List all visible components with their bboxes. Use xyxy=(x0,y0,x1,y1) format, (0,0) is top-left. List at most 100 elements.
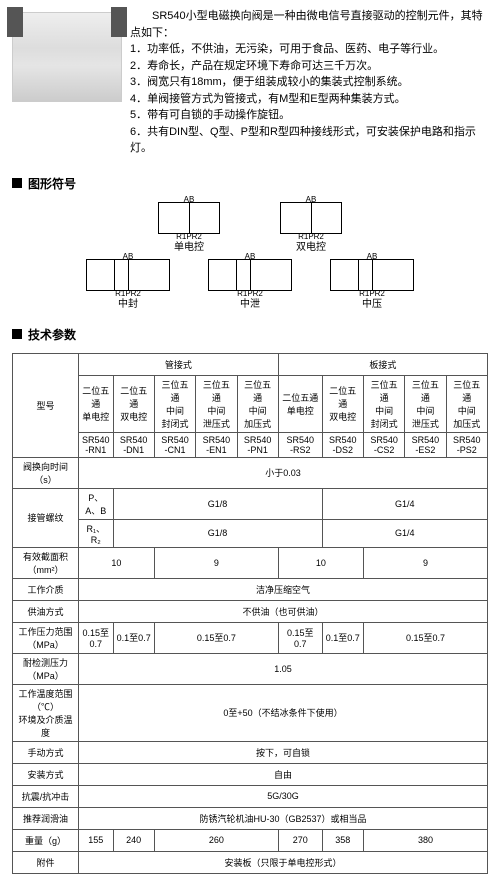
row-label: 接管螺纹 xyxy=(13,488,79,547)
symbol-graphic: AB R1PR2 xyxy=(330,259,414,291)
th-model-code: SR540-DS2 xyxy=(322,432,363,457)
symbol-graphic: AB R1PR2 xyxy=(208,259,292,291)
th-sub: 三位五通中间泄压式 xyxy=(405,375,446,432)
intro-item: 5．带有可自锁的手动操作旋钮。 xyxy=(130,107,488,124)
cell: 小于0.03 xyxy=(79,457,488,488)
th-pipe: 管接式 xyxy=(79,353,279,375)
th-sub: 二位五通单电控 xyxy=(79,375,114,432)
row-label: 阀换向时间（s） xyxy=(13,457,79,488)
cell: 自由 xyxy=(79,763,488,785)
cell: 0.1至0.7 xyxy=(113,622,154,653)
cell: G1/8 xyxy=(113,519,322,547)
cell: 0.15至0.7 xyxy=(154,622,278,653)
cell: 260 xyxy=(154,829,278,851)
square-bullet xyxy=(12,329,22,339)
th-sub: 三位五通中间封闭式 xyxy=(363,375,404,432)
symbol-top-label: AB xyxy=(87,252,169,261)
symbol-bottom-label: R1PR2 xyxy=(331,289,413,298)
th-sub: 三位五通中间加压式 xyxy=(237,375,278,432)
cell: 358 xyxy=(322,829,363,851)
row-label: 供油方式 xyxy=(13,600,79,622)
symbol-top-label: AB xyxy=(159,195,219,204)
row-sublabel: R₁、R₂ xyxy=(79,519,114,547)
row-label: 工作压力范围（MPa） xyxy=(13,622,79,653)
cell: 防锈汽轮机油HU-30（GB2537）或相当品 xyxy=(79,807,488,829)
symbols-row-1: AB R1PR2 单电控 AB R1PR2 双电控 xyxy=(12,202,488,253)
intro-item: 4．单阀接管方式为管接式，有M型和E型两种集装方式。 xyxy=(130,91,488,108)
intro-items: 1．功率低，不供油，无污染，可用于食品、医药、电子等行业。2．寿命长，产品在规定… xyxy=(130,41,488,157)
symbol-top-label: AB xyxy=(209,252,291,261)
section-header-specs: 技术参数 xyxy=(12,326,488,343)
cell: 270 xyxy=(278,829,322,851)
cell: G1/4 xyxy=(322,519,487,547)
symbol-graphic: AB R1PR2 xyxy=(158,202,220,234)
symbol: AB R1PR2 中压 xyxy=(330,259,414,310)
symbol: AB R1PR2 双电控 xyxy=(280,202,342,253)
cell: G1/4 xyxy=(322,488,487,519)
square-bullet xyxy=(12,178,22,188)
th-sub: 三位五通中间泄压式 xyxy=(196,375,237,432)
cell: 9 xyxy=(154,547,278,578)
row-label: 推荐润滑油 xyxy=(13,807,79,829)
symbol: AB R1PR2 中封 xyxy=(86,259,170,310)
symbol: AB R1PR2 中泄 xyxy=(208,259,292,310)
th-model-code: SR540-CS2 xyxy=(363,432,404,457)
row-label: 附件 xyxy=(13,851,79,873)
th-model-code: SR540-PS2 xyxy=(446,432,487,457)
cell: 0至+50（不结冰条件下使用） xyxy=(79,684,488,741)
cell: 155 xyxy=(79,829,114,851)
th-model-code: SR540-CN1 xyxy=(154,432,195,457)
symbol-top-label: AB xyxy=(281,195,341,204)
section-header-symbols: 图形符号 xyxy=(12,175,488,192)
symbol-top-label: AB xyxy=(331,252,413,261)
intro-text: SR540小型电磁换向阀是一种由微电信号直接驱动的控制元件，其特点如下： 1．功… xyxy=(130,8,488,157)
th-model-code: SR540-DN1 xyxy=(113,432,154,457)
th-sub: 二位五通双电控 xyxy=(322,375,363,432)
th-model-code: SR540-RN1 xyxy=(79,432,114,457)
symbol-bottom-label: R1PR2 xyxy=(209,289,291,298)
th-model-code: SR540-EN1 xyxy=(196,432,237,457)
intro-item: 6．共有DIN型、Q型、P型和R型四种接线形式，可安装保护电路和指示灯。 xyxy=(130,124,488,157)
cell: 0.1至0.7 xyxy=(322,622,363,653)
symbol-bottom-label: R1PR2 xyxy=(159,232,219,241)
row-label: 有效截面积（mm²） xyxy=(13,547,79,578)
row-label: 工作温度范围（℃）环境及介质温度 xyxy=(13,684,79,741)
symbol-bottom-label: R1PR2 xyxy=(281,232,341,241)
row-label: 手动方式 xyxy=(13,741,79,763)
cell: 不供油（也可供油） xyxy=(79,600,488,622)
cell: 10 xyxy=(79,547,155,578)
cell: 380 xyxy=(363,829,487,851)
th-model-code: SR540-PN1 xyxy=(237,432,278,457)
symbol-graphic: AB R1PR2 xyxy=(280,202,342,234)
row-label: 安装方式 xyxy=(13,763,79,785)
cell: 240 xyxy=(113,829,154,851)
cell: 1.05 xyxy=(79,653,488,684)
th-plate: 板接式 xyxy=(278,353,487,375)
th-model: 型号 xyxy=(13,353,79,457)
cell: G1/8 xyxy=(113,488,322,519)
th-sub: 二位五通双电控 xyxy=(113,375,154,432)
cell: 0.15至0.7 xyxy=(363,622,487,653)
cell: 10 xyxy=(278,547,363,578)
row-label: 抗震/抗冲击 xyxy=(13,785,79,807)
section-title: 技术参数 xyxy=(28,326,76,343)
cell: 5G/30G xyxy=(79,785,488,807)
th-model-code: SR540-ES2 xyxy=(405,432,446,457)
th-model-code: SR540-RS2 xyxy=(278,432,322,457)
cell: 安装板（只限于单电控形式） xyxy=(79,851,488,873)
row-sublabel: P、A、B xyxy=(79,488,114,519)
symbol: AB R1PR2 单电控 xyxy=(158,202,220,253)
row-label: 工作介质 xyxy=(13,578,79,600)
intro-section: SR540小型电磁换向阀是一种由微电信号直接驱动的控制元件，其特点如下： 1．功… xyxy=(12,8,488,157)
intro-lead: SR540小型电磁换向阀是一种由微电信号直接驱动的控制元件，其特点如下： xyxy=(130,8,488,41)
section-title: 图形符号 xyxy=(28,175,76,192)
intro-item: 3．阀宽只有18mm，便于组装成较小的集装式控制系统。 xyxy=(130,74,488,91)
symbols-row-2: AB R1PR2 中封 AB R1PR2 中泄 AB R1PR2 中压 xyxy=(12,259,488,310)
cell: 9 xyxy=(363,547,487,578)
row-label: 重量（g） xyxy=(13,829,79,851)
cell: 按下，可自锁 xyxy=(79,741,488,763)
cell: 0.15至0.7 xyxy=(79,622,114,653)
specs-table: 型号 管接式 板接式二位五通单电控二位五通双电控三位五通中间封闭式三位五通中间泄… xyxy=(12,353,488,874)
th-sub: 三位五通中间加压式 xyxy=(446,375,487,432)
intro-item: 2．寿命长，产品在规定环境下寿命可达三千万次。 xyxy=(130,58,488,75)
